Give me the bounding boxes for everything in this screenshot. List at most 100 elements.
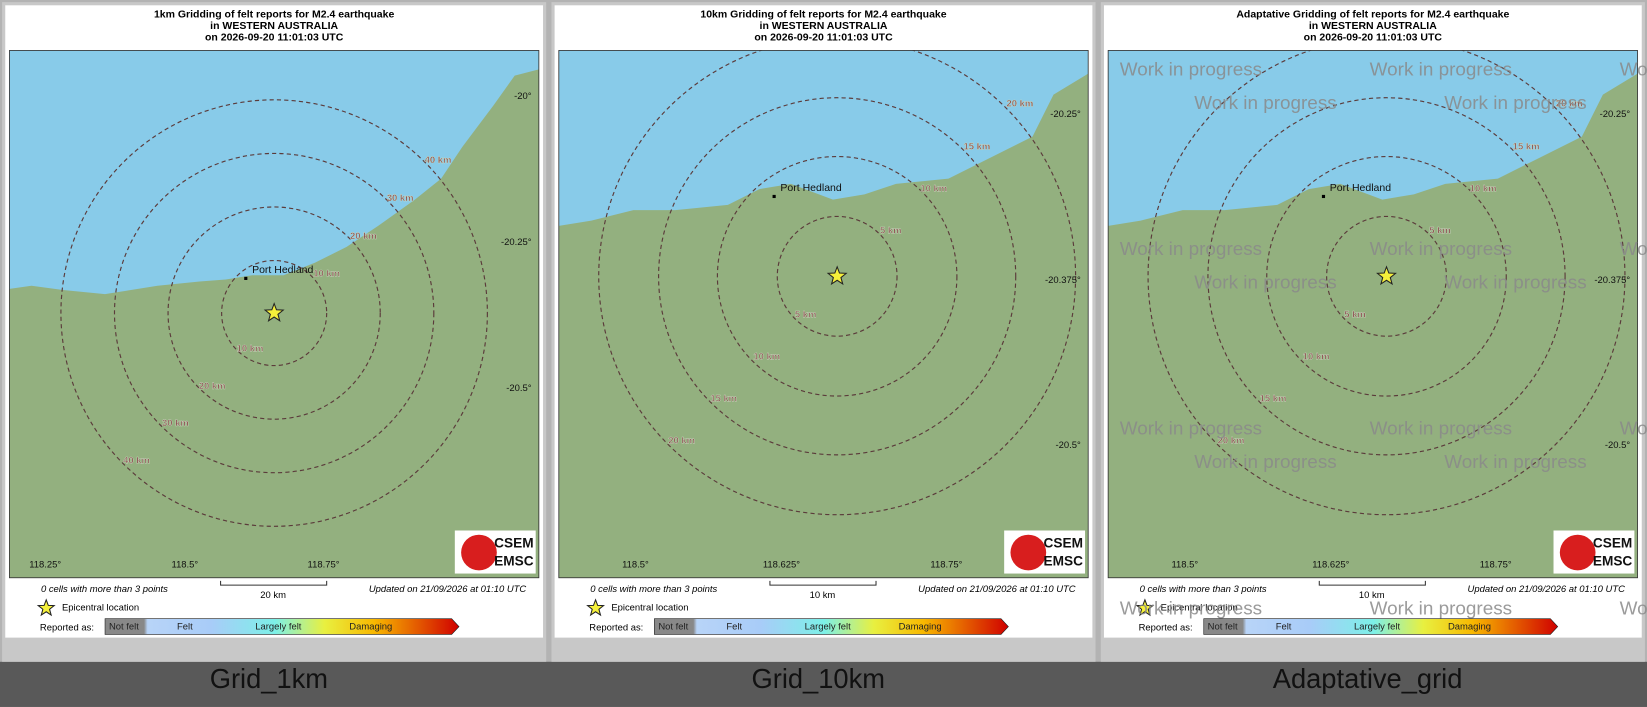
legend-label: Reported as: [40, 623, 94, 634]
ring-label: 15 km [1260, 394, 1287, 405]
ring-label: 40 km [123, 456, 150, 467]
map: 5 km 10 km 15 km 20 km 5 km 10 km 15 km 20 km Po… [558, 50, 1089, 578]
watermark: Work in progress [1370, 239, 1512, 260]
sea [558, 50, 1089, 226]
panel-title: in WESTERN AUSTRALIA [210, 20, 338, 32]
panel-title: in WESTERN AUSTRALIA [760, 20, 888, 32]
panel-caption: Grid_1km [210, 663, 328, 694]
scale-label: 20 km [260, 590, 286, 601]
map-border [9, 50, 540, 579]
intensity-bar [654, 618, 1009, 635]
longitude-label: 118.625° [763, 560, 800, 571]
distance-ring [716, 155, 958, 397]
ring-label: 30 km [387, 193, 414, 204]
ring-label: 10 km [920, 184, 947, 195]
latitude-label: -20.25° [1050, 109, 1081, 120]
watermark: Work in progress [1120, 239, 1262, 260]
logo-globe [1559, 534, 1596, 571]
cells-note: 0 cells with more than 3 points [41, 584, 168, 595]
city-label: Port Hedland [780, 182, 841, 194]
ring-label: 15 km [963, 142, 990, 153]
panel-title: 10km Gridding of felt reports for M2.4 e… [700, 9, 946, 21]
ring-label: 5 km [1429, 226, 1451, 237]
logo-globe [1010, 534, 1047, 571]
panel-title: in WESTERN AUSTRALIA [1309, 20, 1437, 32]
legend-label: Epicentral location [1161, 603, 1238, 614]
ring-label: 10 km [313, 269, 340, 280]
distance-ring [598, 50, 1077, 516]
ring-label: 10 km [1303, 352, 1330, 363]
panel-caption: Grid_10km [751, 663, 885, 694]
distance-ring [1207, 97, 1566, 456]
latitude-label: -20° [514, 91, 532, 102]
watermark: Work in progress [1194, 93, 1336, 114]
logo-text: EMSC [494, 554, 534, 569]
ring-label: 40 km [425, 155, 452, 166]
panel-title: 1km Gridding of felt reports for M2.4 ea… [154, 9, 395, 21]
scale-label: 10 km [810, 590, 836, 601]
intensity-class: Largely felt [1354, 622, 1401, 633]
latitude-label: -20.25° [501, 237, 532, 248]
intensity-class: Not felt [1208, 622, 1238, 633]
watermark: Work in progress [1120, 59, 1262, 80]
logo-text: EMSC [1593, 554, 1633, 569]
city-marker [772, 194, 776, 199]
intensity-class: Largely felt [255, 622, 302, 633]
logo-text: CSEM [494, 536, 533, 551]
intensity-class: Not felt [658, 622, 688, 633]
logo-text: EMSC [1044, 554, 1084, 569]
intensity-bar [104, 618, 460, 635]
longitude-label: 118.75° [308, 560, 340, 571]
distance-ring [221, 259, 328, 367]
intensity-class: Largely felt [805, 622, 852, 633]
distance-ring [658, 97, 1017, 456]
watermark: Work in progress [1620, 598, 1647, 619]
logo-globe [461, 534, 497, 571]
latitude-label: -20.5° [1056, 440, 1082, 451]
ring-label: 30 km [162, 418, 189, 429]
legend-label: Reported as: [1139, 623, 1193, 634]
legend-star [586, 598, 605, 617]
longitude-label: 118.25° [29, 560, 61, 571]
watermark: Work in progress [1620, 59, 1647, 80]
latitude-label: -20.375° [1045, 275, 1081, 286]
distance-ring [1147, 50, 1626, 516]
legend-label: Epicentral location [611, 603, 688, 614]
update-note: Updated on 21/09/2026 at 01:10 UTC [918, 584, 1076, 595]
legend-star [36, 598, 56, 617]
intensity-bar [1203, 618, 1559, 635]
ring-label: 10 km [753, 352, 780, 363]
update-note: Updated on 21/09/2026 at 01:10 UTC [369, 584, 527, 595]
ring-label: 5 km [1344, 310, 1366, 321]
watermark: Work in progress [1444, 93, 1586, 114]
legend-label: Reported as: [589, 623, 643, 634]
scale-bar [220, 580, 328, 586]
longitude-label: 118.5° [172, 560, 199, 571]
latitude-label: -20.5° [506, 383, 532, 394]
distance-ring [167, 206, 381, 420]
legend-star [1135, 598, 1155, 617]
ring-label: 20 km [1556, 99, 1583, 110]
distance-ring [113, 152, 435, 474]
epicenter-star [1376, 265, 1397, 286]
caption-bar [0, 661, 1647, 707]
map-panel: 1km Gridding of felt reports for M2.4 ea… [2, 2, 547, 694]
intensity-class: Not felt [109, 622, 139, 633]
longitude-label: 118.75° [1480, 560, 1512, 571]
sea [9, 50, 539, 295]
panel-title: on 2026-09-20 11:01:03 UTC [205, 32, 344, 44]
intensity-class: Felt [177, 622, 193, 633]
scale-bar [769, 580, 877, 586]
latitude-label: -20.25° [1600, 109, 1631, 120]
watermark: Work in progress [1620, 239, 1647, 260]
ring-label: 10 km [237, 343, 264, 354]
ring-label: 5 km [795, 310, 817, 321]
distance-ring [776, 215, 898, 337]
ring-label: 15 km [710, 394, 737, 405]
epicenter-star [263, 302, 285, 322]
watermark: Work in progress [1194, 273, 1336, 294]
longitude-label: 118.625° [1312, 560, 1349, 571]
city-label: Port Hedland [252, 264, 313, 276]
map-panel: 10km Gridding of felt reports for M2.4 e… [551, 2, 1096, 694]
